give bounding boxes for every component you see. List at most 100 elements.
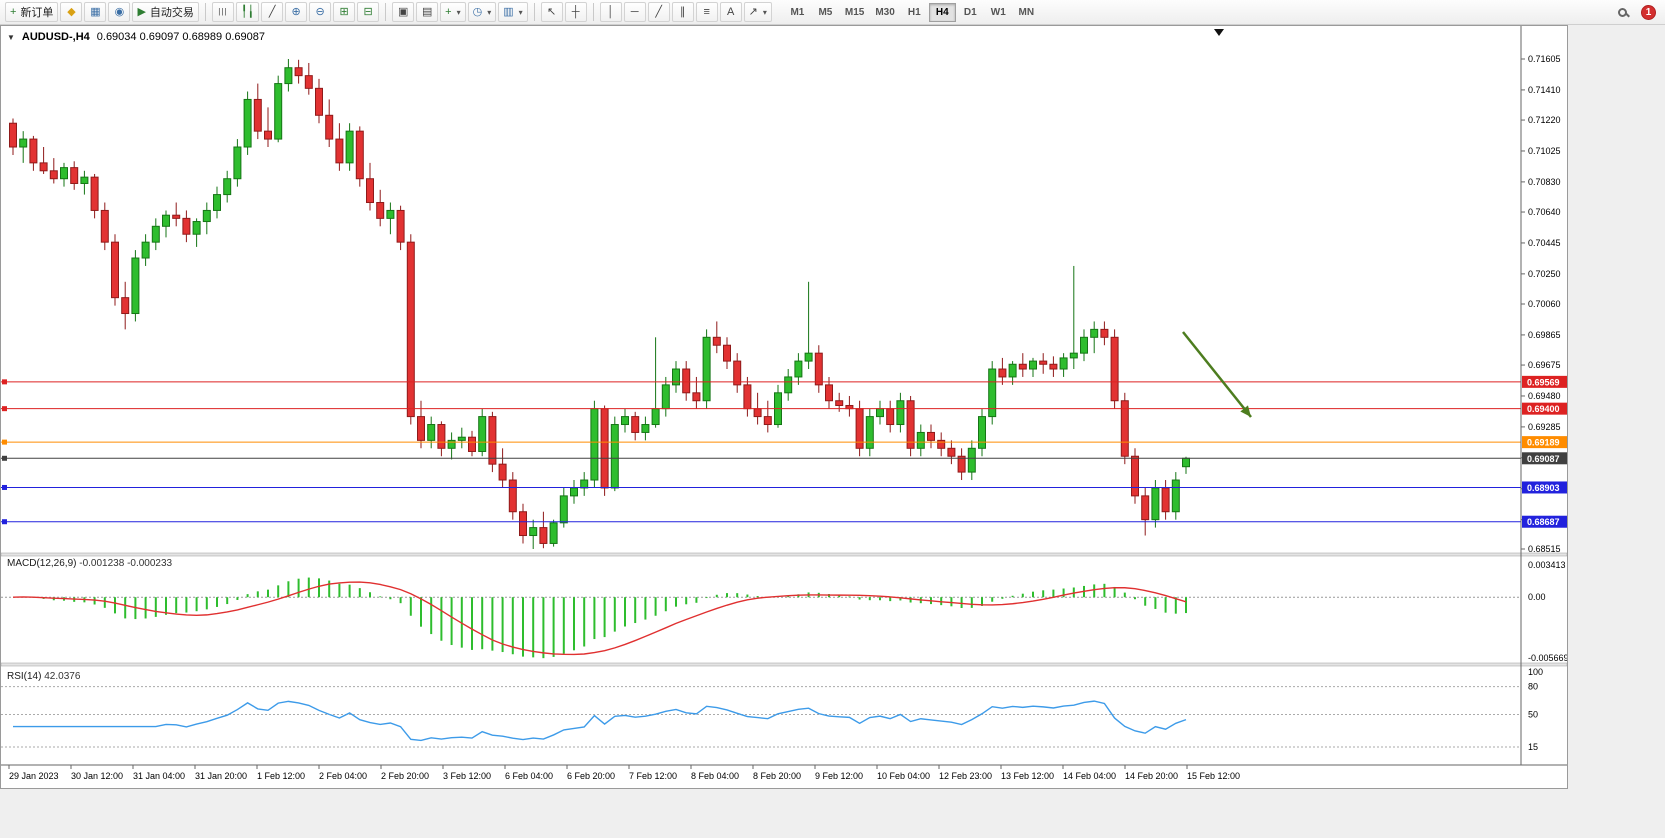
vertical-line-button[interactable]: │ — [599, 2, 622, 22]
candle-down — [947, 447, 956, 457]
timeframe-button-H4[interactable]: H4 — [928, 2, 956, 22]
candle-up — [865, 416, 874, 449]
time-axis-label: 14 Feb 20:00 — [1125, 771, 1178, 781]
new-order-button[interactable]: + 新订单 — [5, 2, 59, 22]
cursor-tool-button[interactable]: ↖ — [540, 2, 563, 22]
timeframe-button-M30[interactable]: M30 — [870, 3, 899, 22]
panel-separator[interactable] — [1, 662, 1567, 667]
candle-up — [386, 209, 395, 219]
arrange-windows-button[interactable]: ▤ — [416, 2, 439, 22]
timeframe-button-W1[interactable]: W1 — [985, 3, 1012, 22]
candle-up — [1171, 479, 1180, 513]
rsi-label: RSI(14) 42.0376 — [7, 671, 80, 682]
candle-up — [274, 83, 283, 140]
time-axis-label: 12 Feb 23:00 — [939, 771, 992, 781]
auto-trading-icon: ▶ — [137, 5, 146, 18]
time-axis-label: 31 Jan 04:00 — [133, 771, 185, 781]
candle-up — [1059, 357, 1068, 370]
candle-down — [927, 431, 935, 441]
text-icon: A — [726, 5, 735, 18]
price-label-text: 0.69087 — [1527, 454, 1560, 464]
periods-button[interactable]: ◷ ▾ — [467, 2, 497, 22]
chart-shift-marker[interactable] — [1214, 29, 1224, 36]
notification-badge[interactable]: 1 — [1641, 4, 1656, 20]
candle-down — [111, 241, 119, 299]
line-anchor-handle[interactable] — [2, 406, 7, 412]
auto-trading-button[interactable]: ▶ 自动交易 — [132, 2, 199, 22]
macd-values: -0.001238 -0.000233 — [79, 558, 173, 569]
time-axis-label: 9 Feb 12:00 — [815, 771, 863, 781]
candle-down — [937, 439, 946, 449]
candle-down — [498, 463, 507, 481]
rsi-line — [13, 700, 1187, 742]
timeframe-button-H1[interactable]: H1 — [901, 3, 928, 22]
time-axis-label: 14 Feb 04:00 — [1063, 771, 1116, 781]
price-axis-tick-label: 0.70060 — [1528, 299, 1561, 309]
timeframe-button-MN[interactable]: MN — [1013, 3, 1040, 22]
macd-name: MACD(12,26,9) — [7, 558, 77, 569]
indicators-button[interactable]: + ▾ — [440, 2, 466, 22]
price-label-box — [1522, 452, 1567, 465]
chart-window: 0.71605 0.71410 0.71220 0.71025 0.70830 0.706… — [0, 25, 1568, 789]
chevron-down-icon: ▾ — [487, 7, 492, 17]
market-watch-button[interactable]: ◉ — [108, 2, 131, 22]
tile-windows-button[interactable]: ⊞ — [333, 2, 356, 22]
text-tool-button[interactable]: A — [719, 2, 742, 22]
cascade-windows-icon: ▣ — [397, 5, 409, 18]
fibonacci-button[interactable]: ≡ — [695, 2, 718, 22]
cursor-icon: ↖ — [547, 5, 557, 18]
candle-up — [661, 384, 670, 410]
bars-chart-button[interactable]: ||| — [211, 2, 234, 22]
candle-down — [182, 217, 191, 235]
candle-down — [753, 408, 762, 418]
equidistant-channel-button[interactable]: ∥ — [671, 2, 694, 22]
candle-up — [60, 167, 68, 180]
profiles-button[interactable]: ▦ — [84, 2, 107, 22]
price-label-box — [1522, 375, 1567, 388]
timeframe-button-D1[interactable]: D1 — [957, 3, 984, 22]
candle-up — [559, 495, 568, 524]
cascade-windows-button[interactable]: ▣ — [392, 2, 415, 22]
templates-button[interactable]: ▥ ▾ — [498, 2, 528, 22]
time-axis-label: 3 Feb 12:00 — [443, 771, 491, 781]
candle-down — [264, 130, 272, 140]
candle-down — [886, 408, 895, 426]
timeframe-button-M15[interactable]: M15 — [840, 3, 869, 22]
new-chart-button[interactable]: ◆ — [60, 2, 83, 22]
horizontal-line-button[interactable]: ─ — [623, 2, 646, 22]
macd-axis-label: 0.00 — [1528, 592, 1546, 602]
price-label-box — [1522, 436, 1567, 449]
line-anchor-handle[interactable] — [2, 484, 7, 490]
line-anchor-handle[interactable] — [2, 379, 7, 385]
timeframe-button-M1[interactable]: M1 — [784, 3, 811, 22]
search-button[interactable] — [1611, 2, 1633, 22]
candle-up — [1182, 457, 1190, 468]
price-axis-tick-label: 0.70250 — [1528, 269, 1561, 279]
line-anchor-handle[interactable] — [2, 455, 7, 461]
panel-separator[interactable] — [1, 552, 1567, 557]
zoom-in-button[interactable]: ⊕ — [285, 2, 308, 22]
trendline-button[interactable]: ╱ — [647, 2, 670, 22]
candle-down — [121, 297, 130, 315]
annotation-arrow[interactable] — [1182, 331, 1252, 418]
tile-horizontal-button[interactable]: ⊟ — [357, 2, 380, 22]
line-chart-icon: ╱ — [268, 5, 276, 18]
rsi-name: RSI(14) — [7, 671, 42, 682]
candle-down — [366, 178, 374, 204]
candle-down — [712, 336, 721, 346]
candle-down — [315, 87, 323, 116]
timeframe-button-M5[interactable]: M5 — [812, 3, 839, 22]
candle-down — [1049, 363, 1058, 370]
arrows-tool-button[interactable]: ↗ ▾ — [743, 2, 772, 22]
candlestick-chart-button[interactable]: ╿╽ — [235, 2, 260, 22]
crosshair-tool-button[interactable]: ┼ — [564, 2, 587, 22]
line-anchor-handle[interactable] — [2, 519, 7, 525]
candle-up — [896, 400, 905, 426]
line-chart-button[interactable]: ╱ — [261, 2, 284, 22]
line-anchor-handle[interactable] — [2, 439, 7, 445]
zoom-out-button[interactable]: ⊖ — [309, 2, 332, 22]
chart-canvas[interactable]: 0.71605 0.71410 0.71220 0.71025 0.70830 0.706… — [1, 26, 1567, 788]
candle-up — [162, 214, 170, 227]
symbol-dropdown-icon[interactable]: ▼ — [7, 32, 15, 42]
candle-up — [641, 424, 650, 433]
